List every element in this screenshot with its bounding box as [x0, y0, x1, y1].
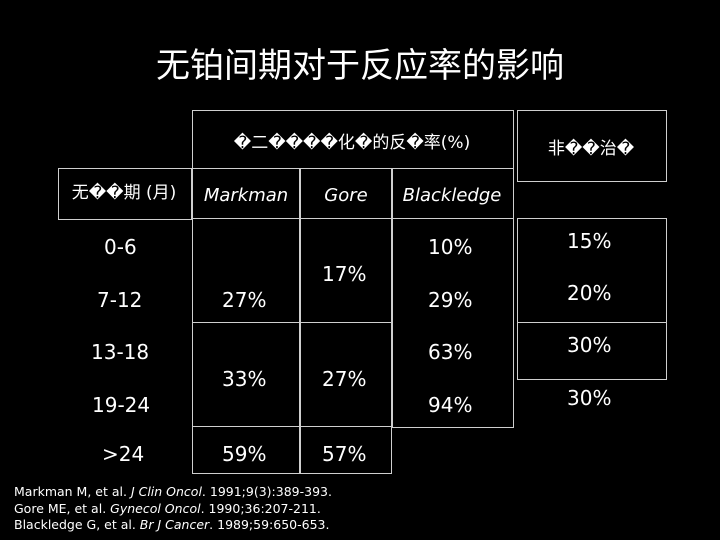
- value-blackledge: 94%: [428, 393, 473, 417]
- value-gore: 27%: [322, 367, 367, 391]
- value-blackledge: 10%: [428, 235, 473, 259]
- row-label: 19-24: [92, 393, 151, 417]
- value-markman: 27%: [222, 288, 267, 312]
- value-blackledge: 63%: [428, 340, 473, 364]
- col-header-cell-blackledge: [392, 168, 514, 220]
- row-header-label: 无��期 (月): [71, 183, 177, 203]
- row-label: 13-18: [91, 340, 150, 364]
- col-header-blackledge: Blackledge: [402, 185, 502, 206]
- value-markman: 33%: [222, 367, 267, 391]
- slide-title: 无铂间期对于反应率的影响: [156, 46, 564, 86]
- cell-markman-a: [192, 218, 300, 324]
- cell-blackledge: [392, 218, 514, 428]
- cell-non-b: [517, 322, 667, 380]
- col-header-markman: Markman: [203, 185, 289, 206]
- col-header-gore: Gore: [324, 185, 368, 206]
- col-header-cell-markman: [192, 168, 300, 220]
- cell-markman-b: [192, 322, 300, 428]
- value-non-platinum: 30%: [567, 386, 612, 410]
- value-gore: 57%: [322, 442, 367, 466]
- value-gore: 17%: [322, 262, 367, 286]
- value-non-platinum: 15%: [567, 229, 612, 253]
- group-header-cell: [192, 110, 514, 170]
- row-label: 0-6: [104, 235, 137, 259]
- value-blackledge: 29%: [428, 288, 473, 312]
- reference-line: Blackledge G, et al. Br J Cancer. 1989;5…: [14, 517, 330, 532]
- right-header-label: 非��治�: [547, 139, 635, 159]
- references: Markman M, et al. J Clin Oncol. 1991;9(3…: [14, 484, 332, 534]
- group-header-label: �二����化�的反�率(%): [233, 133, 471, 153]
- row-label: 7-12: [97, 288, 143, 312]
- cell-gore-a: [300, 218, 392, 324]
- row-header-cell: [58, 168, 192, 220]
- cell-gore-c: [300, 426, 392, 474]
- right-header-cell: [517, 110, 667, 182]
- value-non-platinum: 30%: [567, 333, 612, 357]
- row-label: >24: [102, 442, 145, 466]
- value-non-platinum: 20%: [567, 281, 612, 305]
- reference-line: Markman M, et al. J Clin Oncol. 1991;9(3…: [14, 484, 332, 499]
- cell-gore-b: [300, 322, 392, 428]
- reference-line: Gore ME, et al. Gynecol Oncol. 1990;36:2…: [14, 500, 321, 516]
- value-markman: 59%: [222, 442, 267, 466]
- cell-markman-c: [192, 426, 300, 474]
